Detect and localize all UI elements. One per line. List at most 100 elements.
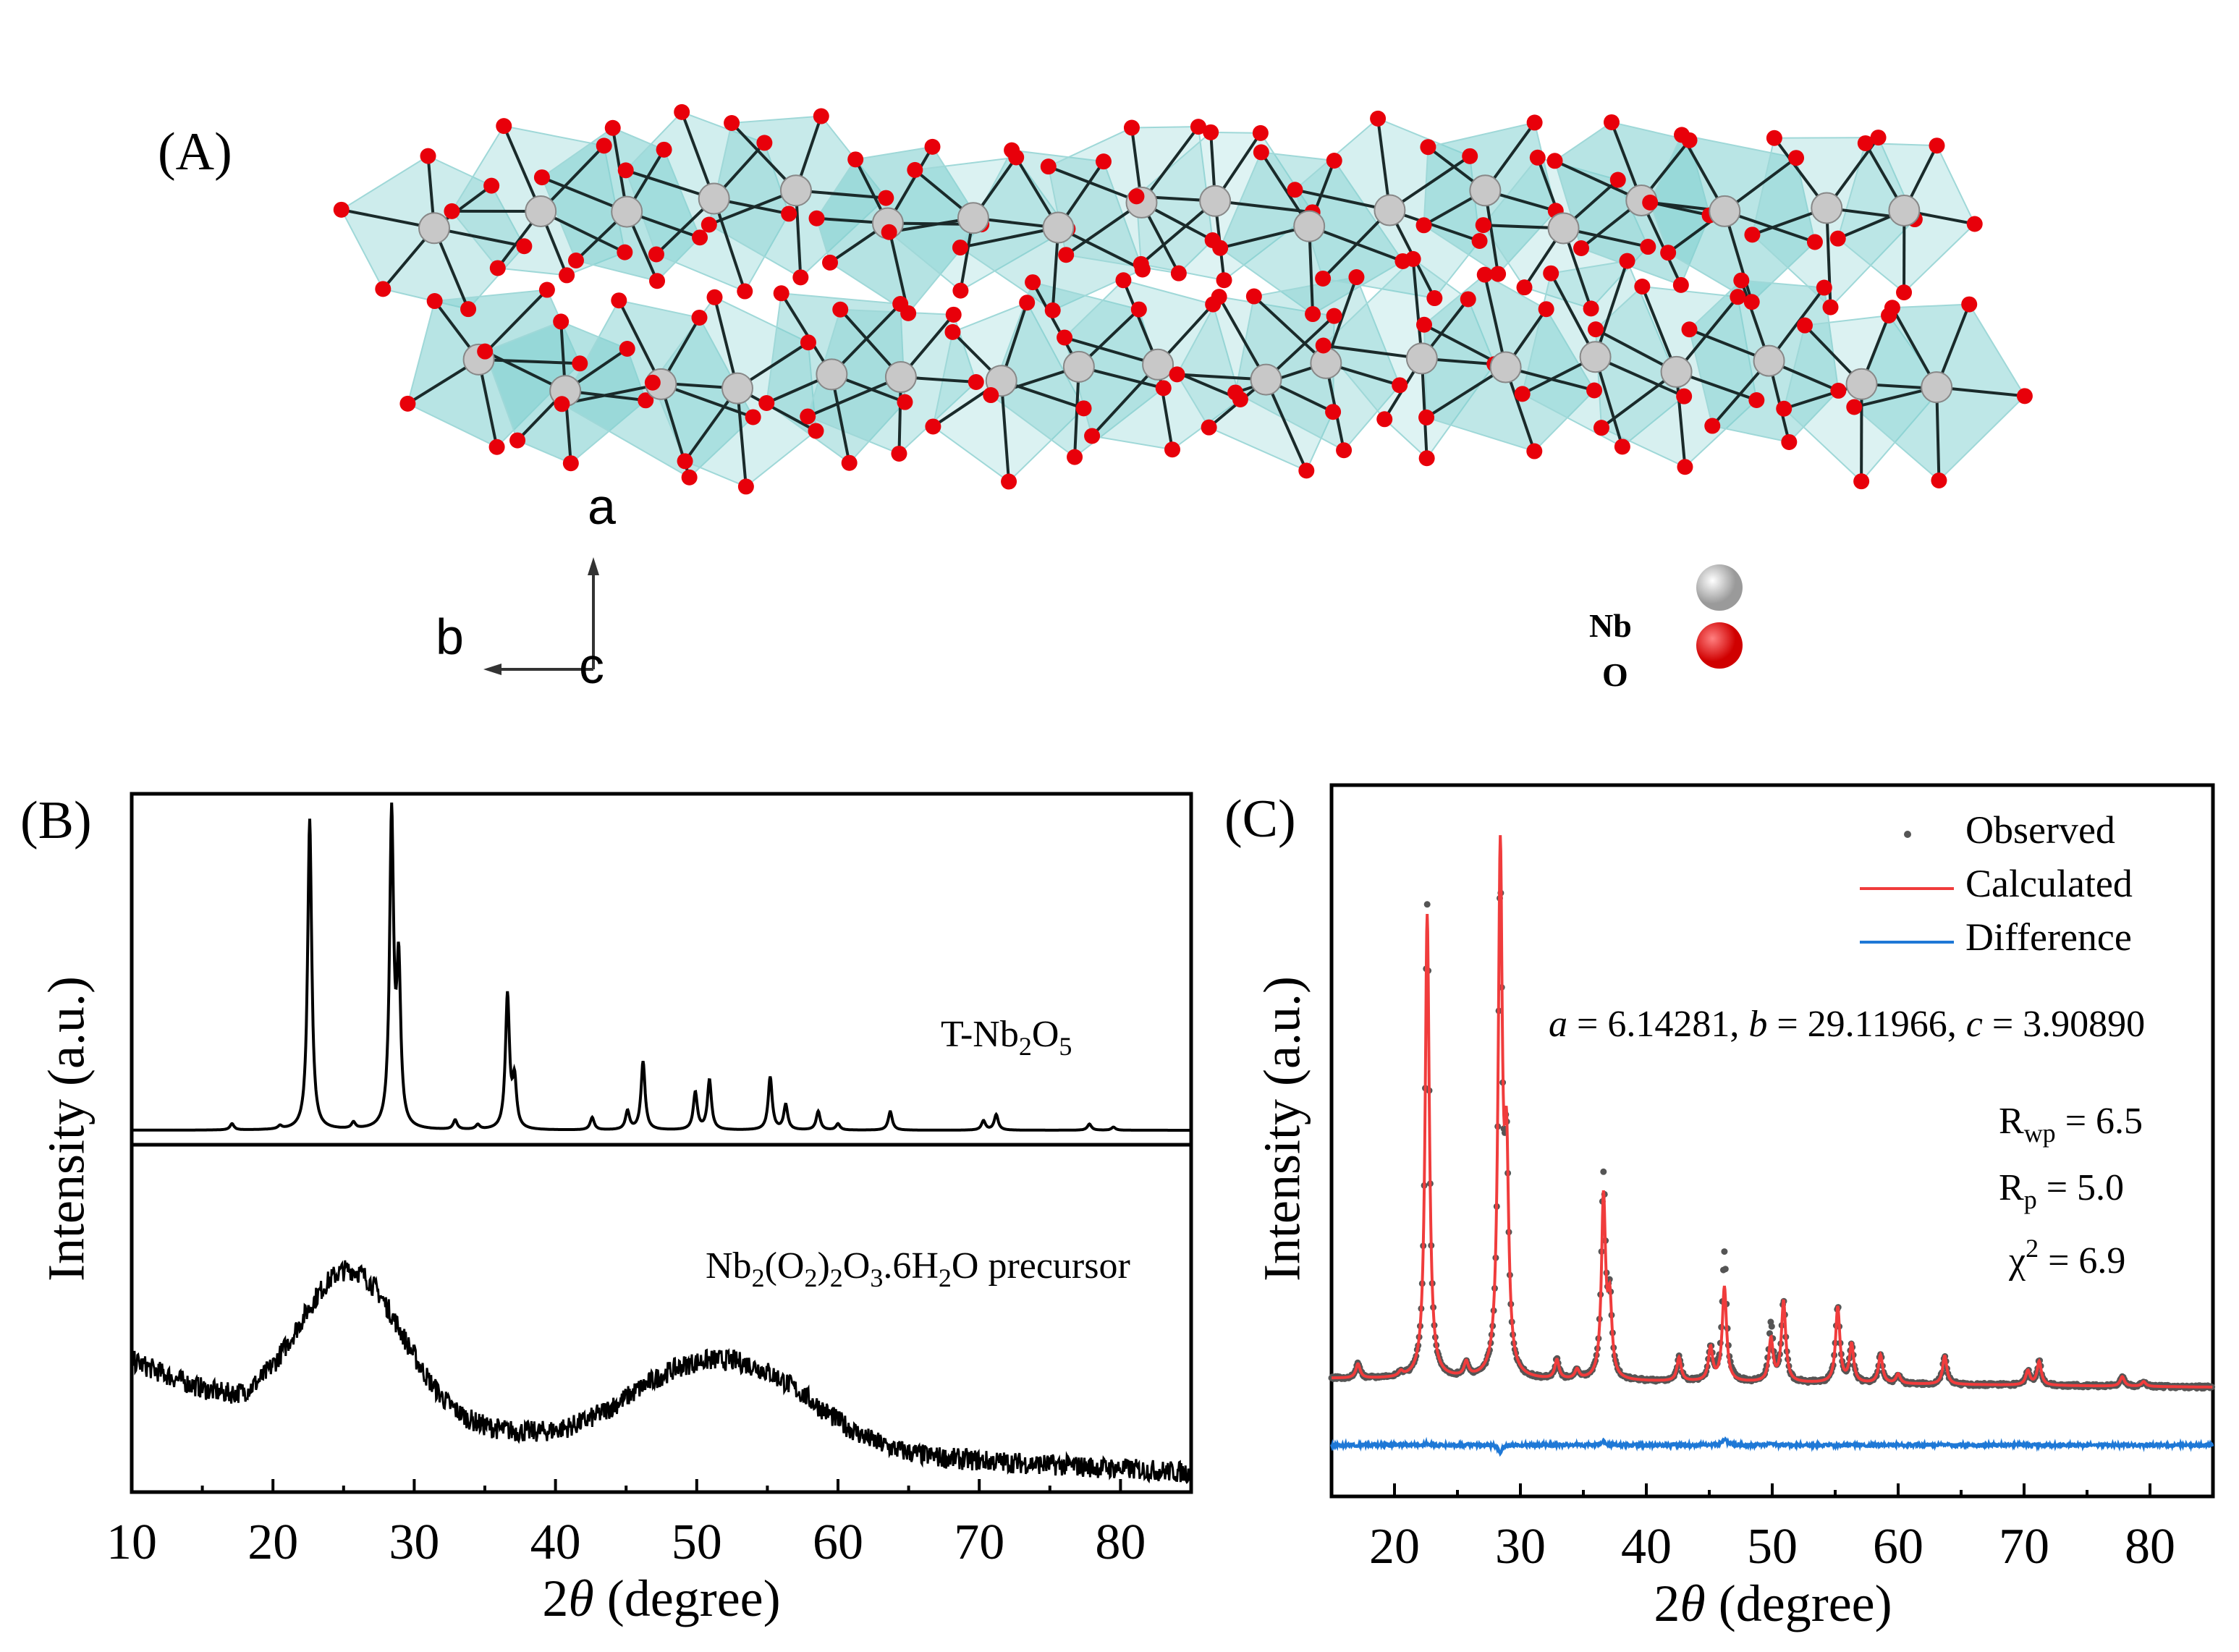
nb-atom: [816, 358, 848, 391]
nb-atom: [884, 361, 917, 394]
o-atom: [619, 340, 635, 357]
o-atom: [1603, 114, 1620, 130]
x-tick-label: 80: [2125, 1519, 2175, 1575]
nb-o-bond: [1253, 295, 1327, 365]
o-atom: [1376, 411, 1393, 428]
o-atom: [1084, 428, 1101, 444]
panel-b-label: (B): [20, 791, 92, 850]
o-atom: [1748, 391, 1765, 408]
o-atom: [1067, 449, 1083, 465]
o-atom: [881, 224, 897, 240]
observed-point: [1423, 901, 1431, 908]
axis-b-label: b: [436, 609, 464, 665]
o-atom: [706, 289, 723, 305]
o-atom: [1315, 337, 1332, 354]
nb-atom: [1062, 350, 1095, 383]
axis-a-label: a: [588, 478, 616, 535]
o-atom: [496, 118, 512, 135]
nb-o-bond: [999, 381, 1011, 482]
nb-o-bond: [1675, 296, 1739, 373]
o-atom: [1640, 239, 1656, 255]
o-atom: [460, 301, 477, 318]
o-atom: [1526, 114, 1543, 131]
o-atom: [1642, 194, 1659, 211]
o-atom: [1287, 182, 1303, 198]
x-tick-label: 50: [671, 1515, 722, 1570]
legend-observed-dot-icon: [1904, 831, 1911, 838]
o-atom: [1961, 296, 1978, 313]
o-atom: [1123, 119, 1140, 136]
nb-o-bond: [1091, 363, 1159, 437]
o-atom: [1216, 272, 1232, 289]
nb-o-bond: [1594, 355, 1685, 398]
o-atom: [1004, 142, 1020, 158]
axis-c-label: c: [579, 637, 604, 694]
o-atom: [1298, 462, 1315, 479]
o-atom: [1822, 299, 1839, 315]
o-atom: [1416, 316, 1433, 333]
o-atom: [832, 301, 849, 318]
o-atom: [1075, 400, 1092, 417]
nb-o-bond: [1411, 258, 1423, 359]
nb-atom: [1579, 341, 1612, 373]
nb-atom: [1489, 351, 1522, 384]
o-atom: [1212, 240, 1229, 256]
o-atom: [648, 246, 664, 263]
x-tick-label: 60: [813, 1515, 863, 1570]
o-atom: [1730, 289, 1746, 305]
nb-o-bond: [562, 382, 661, 406]
o-atom: [1370, 110, 1387, 127]
nb-o-bond: [1389, 155, 1471, 212]
nb-atom: [1921, 371, 1953, 404]
o-atom: [1415, 217, 1432, 234]
o-atom: [1593, 420, 1609, 436]
o-atom: [562, 455, 579, 472]
o-atom: [674, 103, 690, 120]
label-part: 2: [1018, 1032, 1032, 1061]
series-t-nb2o5-line: [132, 802, 1191, 1132]
o-atom: [1326, 152, 1342, 169]
label-part: 2: [751, 1263, 765, 1292]
chart-c-xlabel: 2θ (degree): [1654, 1574, 1892, 1634]
o-atom: [488, 439, 505, 455]
o-atom: [1253, 144, 1269, 161]
nb-atom: [779, 174, 812, 207]
nb-o-bond: [1420, 358, 1429, 459]
xlabel-prefix: 2: [542, 1570, 569, 1627]
o-atom: [1797, 317, 1813, 334]
o-atom: [1776, 400, 1793, 417]
o-atom: [1190, 119, 1206, 135]
atoms-layer: [333, 103, 2033, 495]
o-atom: [945, 306, 962, 323]
o-atom: [1516, 279, 1533, 296]
o-atom: [1660, 245, 1677, 261]
series-label-t-nb2o5: T-Nb2O5: [941, 1013, 1072, 1062]
observed-point: [1600, 1168, 1607, 1175]
o-atom: [611, 292, 627, 309]
o-atom: [1743, 294, 1760, 310]
o-atom: [1418, 409, 1435, 425]
o-atom: [983, 387, 999, 404]
nb-o-bond: [1295, 188, 1390, 212]
x-tick-label: 10: [106, 1515, 157, 1570]
o-atom: [1305, 306, 1321, 323]
nb-atom: [698, 182, 730, 215]
nb-atom: [418, 212, 451, 245]
nb-atom: [525, 195, 557, 227]
o-atom: [1806, 234, 1823, 250]
legend-calculated: Calculated: [1965, 862, 2133, 905]
o-atom: [483, 177, 500, 194]
nb-o-bond: [1048, 165, 1143, 204]
legend-o-label: O: [1602, 656, 1628, 693]
nb-atom: [957, 202, 989, 234]
observed-point: [1722, 1266, 1729, 1273]
o-atom: [1044, 302, 1061, 318]
panel-a-label: (A): [158, 122, 232, 182]
o-atom: [681, 469, 698, 486]
x-tick-label: 40: [530, 1515, 581, 1570]
o-atom: [1614, 439, 1630, 455]
o-atom: [800, 408, 816, 425]
o-atom: [1514, 386, 1531, 402]
o-atom: [1634, 278, 1651, 295]
o-atom: [1674, 127, 1690, 143]
